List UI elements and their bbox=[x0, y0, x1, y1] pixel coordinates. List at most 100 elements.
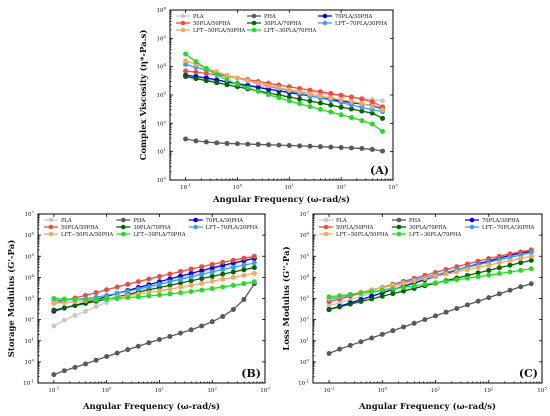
series-1 bbox=[51, 281, 257, 378]
data-point bbox=[307, 143, 313, 149]
data-point bbox=[93, 357, 99, 363]
data-point bbox=[83, 296, 89, 302]
legend-label: PHA bbox=[409, 218, 421, 224]
data-point bbox=[224, 82, 230, 88]
panel-label: (A) bbox=[370, 164, 389, 177]
legend-marker bbox=[48, 217, 54, 223]
legend-label: PLA bbox=[61, 218, 72, 224]
x-tick-label: 102 bbox=[336, 183, 346, 192]
legend-item: PHA bbox=[247, 13, 276, 20]
panel-C: 10-1 100 101 102 103 104 105 106 107 10-1 100 101 10… bbox=[281, 210, 547, 413]
data-point bbox=[411, 283, 417, 289]
data-point bbox=[348, 106, 354, 112]
legend-label: 70PLA/30PHA bbox=[335, 14, 373, 20]
data-point bbox=[433, 280, 439, 286]
legend-label: LFT−50PLA/50PHA bbox=[61, 232, 113, 238]
data-point bbox=[251, 270, 257, 276]
data-point bbox=[199, 280, 205, 286]
data-point bbox=[183, 51, 189, 57]
data-point bbox=[401, 280, 407, 286]
data-point bbox=[369, 289, 375, 295]
y-tick-label: 101 bbox=[156, 147, 166, 156]
data-point bbox=[328, 109, 334, 115]
data-point bbox=[297, 143, 303, 149]
legend-item: PLA bbox=[44, 217, 72, 224]
y-tick-label: 103 bbox=[299, 294, 309, 303]
data-point bbox=[317, 106, 323, 112]
data-point bbox=[61, 305, 67, 311]
data-point bbox=[496, 265, 502, 271]
data-point bbox=[230, 274, 236, 280]
data-point bbox=[135, 343, 141, 349]
x-tick-label: 101 bbox=[431, 386, 441, 395]
data-point bbox=[326, 294, 332, 300]
data-point bbox=[114, 284, 120, 290]
data-point bbox=[104, 353, 110, 359]
data-point bbox=[507, 287, 513, 293]
data-point bbox=[93, 290, 99, 296]
legend-marker bbox=[323, 217, 329, 223]
data-point bbox=[369, 121, 375, 127]
data-point bbox=[297, 101, 303, 107]
data-point bbox=[146, 293, 152, 299]
data-point bbox=[209, 278, 215, 284]
x-tick-label: 100 bbox=[233, 183, 243, 192]
y-tick-label: 105 bbox=[24, 252, 34, 261]
y-tick-label: 105 bbox=[156, 34, 166, 43]
data-point bbox=[496, 271, 502, 277]
data-point bbox=[475, 270, 481, 276]
legend-label: LFT−50PLA/50PHA bbox=[336, 232, 388, 238]
data-point bbox=[188, 282, 194, 288]
data-point bbox=[359, 104, 365, 110]
y-tick-label: 103 bbox=[24, 294, 34, 303]
data-point bbox=[224, 77, 230, 83]
data-point bbox=[326, 303, 332, 309]
legend-item: PHA bbox=[392, 217, 421, 224]
legend-marker bbox=[323, 224, 329, 230]
panel-A: 100 101 102 103 104 105 106 10-1 100 101 102 103 Ang… bbox=[138, 6, 398, 206]
y-tick-label: 100 bbox=[24, 357, 34, 366]
data-point bbox=[359, 108, 365, 114]
legend-marker bbox=[251, 20, 257, 26]
data-point bbox=[454, 306, 460, 312]
data-point bbox=[61, 296, 67, 302]
data-point bbox=[380, 128, 386, 134]
legend-marker bbox=[180, 27, 186, 33]
data-point bbox=[486, 295, 492, 301]
data-point bbox=[369, 146, 375, 152]
legend-item: LFT−30PLA/70PHA bbox=[116, 231, 186, 238]
data-point bbox=[255, 80, 261, 86]
legend-item: LFT−50PLA/50PHA bbox=[44, 231, 113, 238]
legend-item: 50PLA/50PHA bbox=[176, 20, 231, 27]
data-point bbox=[199, 268, 205, 274]
x-tick-label: 102 bbox=[484, 386, 494, 395]
data-point bbox=[188, 270, 194, 276]
legend-label: 50PLA/50PHA bbox=[336, 225, 374, 231]
data-point bbox=[338, 97, 344, 103]
data-point bbox=[135, 279, 141, 285]
data-point bbox=[146, 276, 152, 282]
data-point bbox=[369, 296, 375, 302]
legend-label: PHA bbox=[133, 218, 145, 224]
legend-item: PLA bbox=[176, 13, 204, 20]
data-point bbox=[358, 290, 364, 296]
data-point bbox=[380, 107, 386, 113]
data-point bbox=[114, 350, 120, 356]
data-point bbox=[251, 279, 257, 285]
data-point bbox=[167, 279, 173, 285]
x-tick-label: 100 bbox=[102, 386, 112, 395]
data-point bbox=[230, 307, 236, 313]
data-point bbox=[245, 85, 251, 91]
data-point bbox=[454, 269, 460, 275]
legend-label: LFT−70PLA/30PHA bbox=[482, 225, 534, 231]
data-point bbox=[156, 288, 162, 294]
data-point bbox=[411, 278, 417, 284]
data-point bbox=[518, 255, 524, 261]
legend-label: LFT−70PLA/30PHA bbox=[206, 225, 258, 231]
data-point bbox=[518, 267, 524, 273]
data-point bbox=[241, 281, 247, 287]
data-point bbox=[183, 136, 189, 142]
data-point bbox=[183, 73, 189, 79]
data-point bbox=[443, 271, 449, 277]
legend-marker bbox=[251, 27, 257, 33]
